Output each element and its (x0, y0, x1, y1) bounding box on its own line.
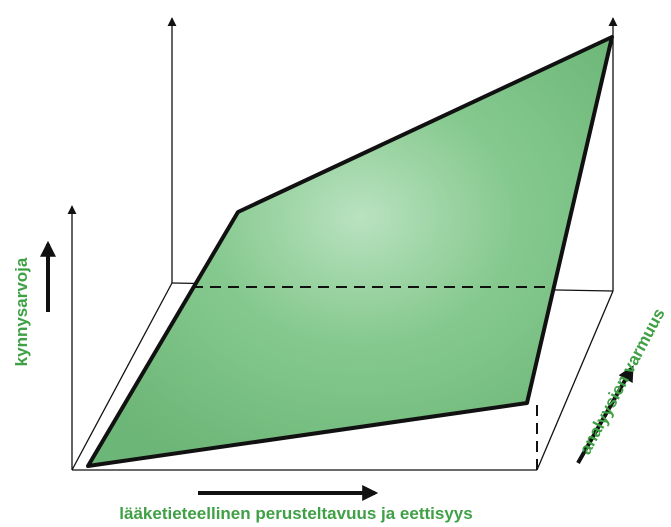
direction-arrows (40, 240, 634, 501)
threshold-plane (86, 35, 614, 468)
depth-axis-label: analyysien varmuus (576, 305, 669, 457)
left-depth-edge (71, 282, 173, 471)
dashed-guides (192, 286, 553, 470)
right-depth-edge (536, 290, 614, 471)
horizontal-axis-label: lääketieteellinen perusteltavuus ja eett… (119, 504, 472, 523)
depth-direction-arrow (576, 365, 634, 464)
vertical-axis-label: kynnysarvoja (12, 257, 31, 366)
